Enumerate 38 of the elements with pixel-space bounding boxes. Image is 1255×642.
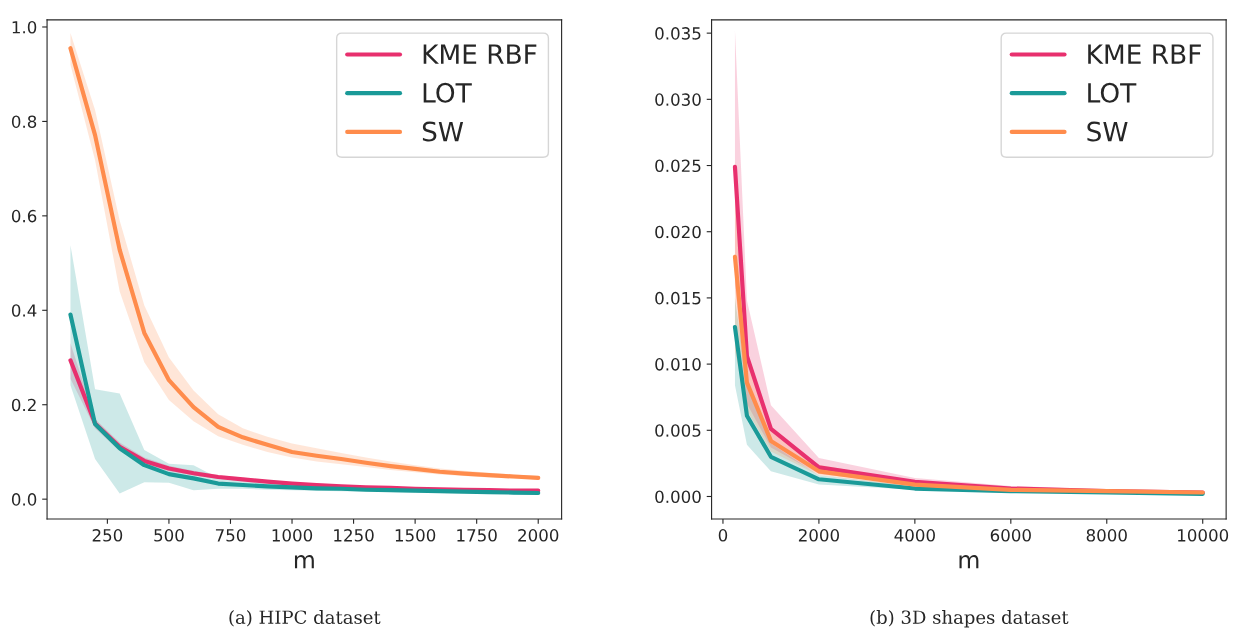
x-tick-label: 2000 bbox=[798, 529, 840, 542]
x-tick-label: 1500 bbox=[395, 529, 436, 542]
legend-label: KME RBF bbox=[423, 44, 537, 64]
text: (b) 3D shapes dataset bbox=[870, 610, 1069, 628]
x-tick-label: 500 bbox=[154, 529, 184, 542]
x-tick-label: 2000 bbox=[518, 529, 559, 542]
x-tick-label: 1750 bbox=[457, 529, 497, 542]
x-tick-label: 750 bbox=[215, 529, 246, 542]
legend-label: KME RBF bbox=[1088, 44, 1201, 64]
x-axis-title: m bbox=[959, 555, 979, 569]
x-tick-label: 1000 bbox=[272, 529, 313, 542]
y-tick-label: 0.025 bbox=[655, 159, 701, 173]
x-tick-label: 10000 bbox=[1178, 529, 1229, 542]
legend-label: SW bbox=[1087, 121, 1128, 142]
y-tick-label: 0.035 bbox=[655, 27, 701, 40]
x-tick-label: 1250 bbox=[334, 529, 374, 542]
y-tick-label: 1.0 bbox=[12, 20, 37, 34]
x-axis-title: m bbox=[294, 555, 314, 569]
x-tick-label: 0 bbox=[718, 529, 728, 542]
y-tick-label: 0.4 bbox=[11, 304, 37, 317]
x-tick-label: 8000 bbox=[1086, 529, 1127, 542]
x-tick-label: 4000 bbox=[894, 529, 935, 542]
y-tick-label: 0.015 bbox=[655, 291, 701, 305]
y-tick-label: 0.005 bbox=[655, 424, 701, 437]
legend-label: LOT bbox=[1088, 82, 1137, 103]
legend-label: LOT bbox=[423, 82, 472, 103]
x-tick-label: 6000 bbox=[990, 529, 1031, 542]
text: (a) HIPC dataset bbox=[229, 610, 381, 627]
y-tick-label: 0.2 bbox=[11, 398, 36, 412]
y-tick-label: 0.020 bbox=[655, 225, 701, 239]
legend-label: SW bbox=[422, 121, 464, 142]
y-tick-label: 0.030 bbox=[655, 93, 701, 106]
y-tick-label: 0.8 bbox=[11, 115, 37, 128]
y-tick-label: 0.010 bbox=[655, 358, 701, 371]
x-tick-label: 250 bbox=[92, 529, 123, 542]
y-tick-label: 0.000 bbox=[655, 490, 701, 504]
y-tick-label: 0.6 bbox=[11, 209, 37, 223]
y-tick-label: 0.0 bbox=[11, 493, 37, 506]
